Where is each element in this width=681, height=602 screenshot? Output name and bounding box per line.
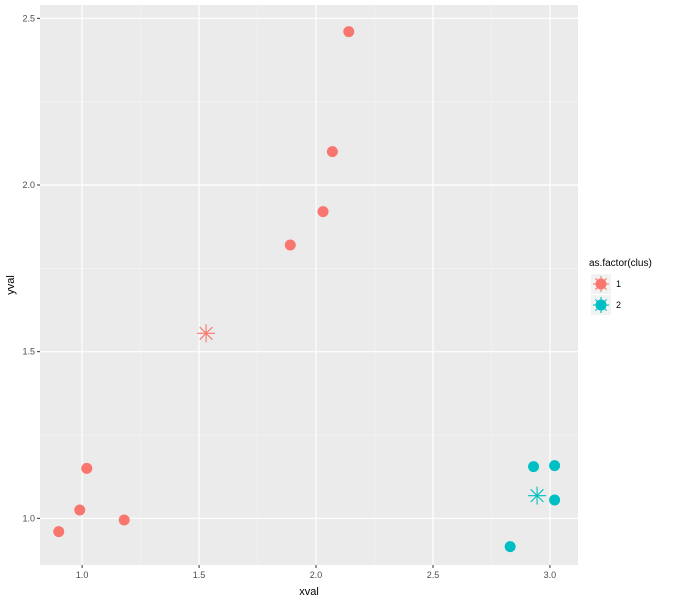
legend-entry-2: 2 bbox=[591, 295, 621, 315]
y-axis-title: yval bbox=[5, 275, 17, 295]
x-axis-ticks: 1.0 1.5 2.0 2.5 3.0 bbox=[76, 565, 556, 580]
legend-title: as.factor(clus) bbox=[589, 258, 652, 269]
x-tick-label: 1.0 bbox=[76, 570, 89, 580]
legend: as.factor(clus) 1 2 bbox=[589, 258, 652, 315]
y-tick-label: 1.5 bbox=[22, 347, 35, 357]
cluster-center-1 bbox=[197, 324, 216, 343]
cluster-center-2 bbox=[528, 486, 547, 505]
data-point-cluster-1 bbox=[317, 206, 329, 218]
x-tick-label: 2.5 bbox=[427, 570, 440, 580]
y-tick-label: 2.0 bbox=[22, 180, 35, 190]
y-tick-label: 2.5 bbox=[22, 13, 35, 23]
x-tick-label: 3.0 bbox=[544, 570, 557, 580]
data-point-cluster-1 bbox=[81, 462, 93, 474]
data-point-cluster-2 bbox=[504, 541, 516, 553]
minor-gridlines bbox=[40, 5, 578, 565]
y-tick-label: 1.0 bbox=[22, 513, 35, 523]
x-tick-label: 1.5 bbox=[193, 570, 206, 580]
data-point-cluster-1 bbox=[343, 26, 355, 38]
data-point-cluster-1 bbox=[118, 514, 130, 526]
data-point-cluster-1 bbox=[53, 526, 65, 538]
major-gridlines bbox=[40, 5, 578, 565]
y-axis-ticks: 1.0 1.5 2.0 2.5 bbox=[22, 13, 40, 523]
data-point-cluster-1 bbox=[326, 146, 338, 158]
legend-label-2: 2 bbox=[616, 300, 621, 310]
legend-label-1: 1 bbox=[616, 279, 621, 289]
data-point-cluster-1 bbox=[284, 239, 296, 251]
data-point-cluster-2 bbox=[549, 494, 561, 506]
legend-key-asterisk bbox=[593, 297, 609, 313]
legend-key-asterisk bbox=[593, 276, 609, 292]
plot-panel bbox=[40, 5, 578, 565]
x-tick-label: 2.0 bbox=[310, 570, 323, 580]
data-point-cluster-2 bbox=[549, 460, 561, 472]
x-axis-title: xval bbox=[299, 586, 319, 598]
data-points bbox=[53, 26, 561, 553]
data-point-cluster-1 bbox=[74, 504, 86, 516]
legend-entry-1: 1 bbox=[591, 274, 621, 294]
data-point-cluster-2 bbox=[528, 461, 540, 473]
